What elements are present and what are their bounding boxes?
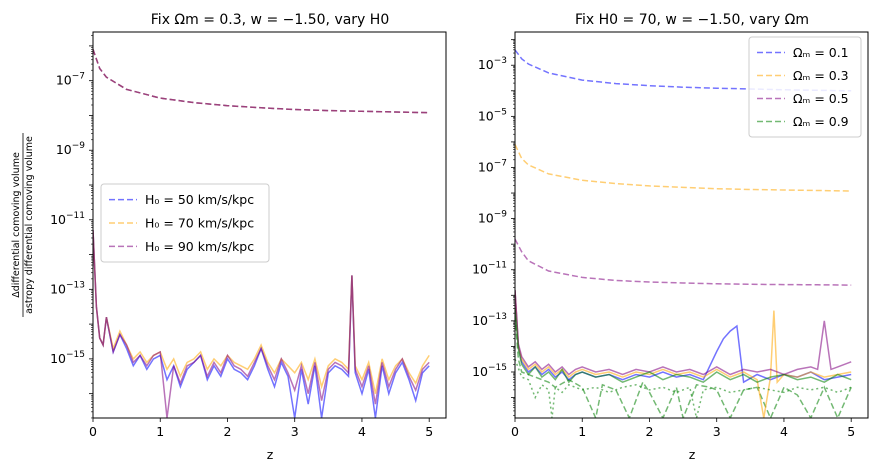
x-tick-label: 5 <box>847 424 855 439</box>
left-x-axis-label: z <box>267 447 274 462</box>
left-y-axis-label-denominator: astropy differential comoving volume <box>24 136 35 314</box>
left-y-axis-label: Δdifferential comoving volume astropy di… <box>11 133 35 317</box>
series-line-h0-90-km-s-kpc <box>93 49 430 114</box>
legend-label: Ωₘ = 0.9 <box>793 114 849 129</box>
y-tick-label: 10−15 <box>472 363 507 379</box>
x-tick-label: 1 <box>156 424 164 439</box>
left-y-axis-label-numerator: Δdifferential comoving volume <box>11 152 22 298</box>
y-tick-label: 10−13 <box>472 312 507 328</box>
y-tick-label: 10−7 <box>56 72 85 88</box>
x-tick-label: 3 <box>713 424 721 439</box>
series-line--m-0-3 <box>515 144 852 192</box>
series-line-solid-5 <box>93 230 430 418</box>
series-line--m-0-1 <box>515 49 852 92</box>
legend-label: H₀ = 50 km/s/kpc <box>145 192 254 207</box>
legend-label: Ωₘ = 0.3 <box>793 68 849 83</box>
series-line-solid-7 <box>515 308 852 384</box>
legend-label: H₀ = 70 km/s/kpc <box>145 216 254 231</box>
series-line-solid-5 <box>515 290 852 418</box>
legend-box <box>100 183 270 263</box>
y-tick-label: 10−11 <box>50 211 85 227</box>
right-chart-panel: Fix H0 = 70, w = −1.50, vary Ωm z Ωₘ = 0… <box>472 12 869 462</box>
left-plot-area <box>93 49 430 418</box>
y-tick-label: 10−11 <box>472 261 507 277</box>
legend-box <box>748 36 862 138</box>
series-line-h0-70-km-s-kpc <box>93 49 430 114</box>
x-tick-label: 4 <box>358 424 366 439</box>
x-tick-label: 5 <box>425 424 433 439</box>
left-chart-title: Fix Ωm = 0.3, w = −1.50, vary H0 <box>151 12 389 28</box>
right-plot-area <box>515 49 852 418</box>
y-tick-label: 10−9 <box>478 210 507 226</box>
legend-label: Ωₘ = 0.1 <box>793 45 849 60</box>
y-tick-label: 10−9 <box>56 141 85 157</box>
y-tick-label: 10−13 <box>50 280 85 296</box>
left-legend: H₀ = 50 km/s/kpc H₀ = 70 km/s/kpc H₀ = 90 … <box>100 183 270 263</box>
x-tick-label: 4 <box>780 424 788 439</box>
series-line--m-0-5 <box>515 238 852 286</box>
series-line--m-0-9 <box>515 315 852 418</box>
y-tick-label: 10−5 <box>478 107 507 123</box>
y-tick-label: 10−15 <box>50 350 85 366</box>
legend-label: H₀ = 90 km/s/kpc <box>145 239 254 254</box>
legend-label: Ωₘ = 0.5 <box>793 91 849 106</box>
series-line-h0-50-km-s-kpc <box>93 49 430 114</box>
right-plot-frame <box>514 31 869 419</box>
x-tick-label: 0 <box>511 424 519 439</box>
x-tick-label: 3 <box>291 424 299 439</box>
y-tick-label: 10−7 <box>478 158 507 174</box>
y-tick-label: 10−3 <box>478 56 507 72</box>
right-chart-title: Fix H0 = 70, w = −1.50, vary Ωm <box>575 12 809 28</box>
series-line-solid-4 <box>93 230 430 394</box>
x-tick-label: 0 <box>89 424 97 439</box>
right-x-axis-label: z <box>689 447 696 462</box>
x-tick-label: 1 <box>578 424 586 439</box>
right-legend: Ωₘ = 0.1 Ωₘ = 0.3 Ωₘ = 0.5 Ωₘ = 0.9 <box>748 36 862 138</box>
series-line-solid-6 <box>515 290 852 376</box>
x-tick-label: 2 <box>223 424 231 439</box>
left-chart-panel: Fix Ωm = 0.3, w = −1.50, vary H0 z Δdiff… <box>11 12 447 462</box>
x-tick-label: 2 <box>645 424 653 439</box>
